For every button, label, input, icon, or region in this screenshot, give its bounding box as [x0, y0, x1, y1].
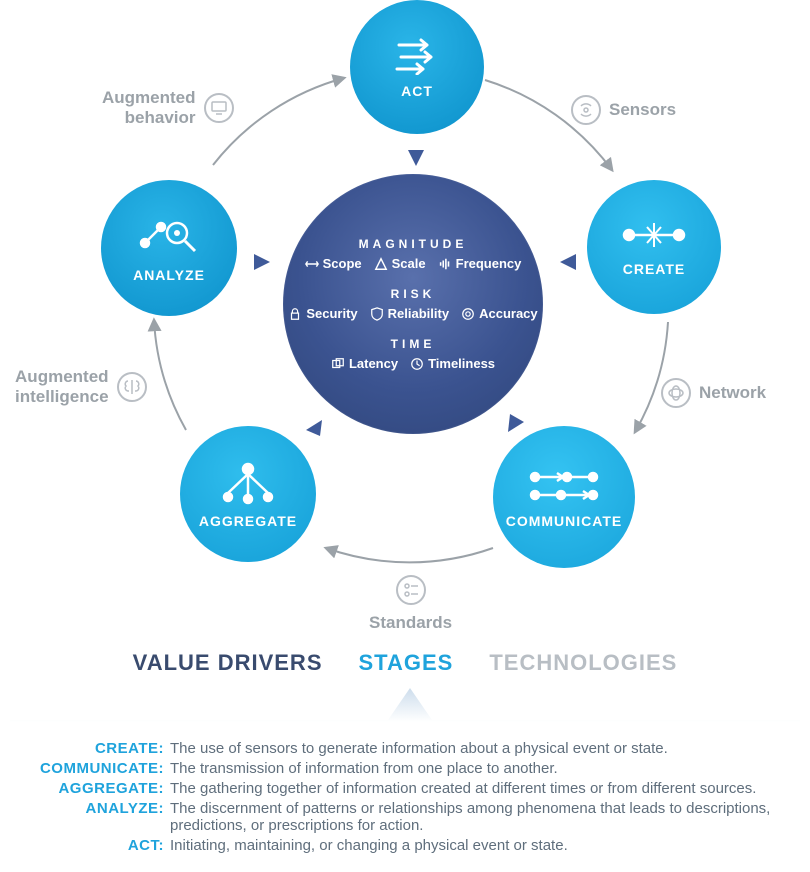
tech-standards: Standards — [369, 575, 452, 633]
center-circle: MAGNITUDE Scope Scale Frequency RISK Sec… — [283, 174, 543, 434]
center-item-reliability: Reliability — [370, 306, 449, 321]
tech-label-text: Standards — [369, 613, 452, 633]
tech-label-text: Augmented intelligence — [15, 367, 109, 406]
communicate-icon — [527, 465, 601, 505]
center-group-time: TIME Latency Timeliness — [331, 337, 495, 371]
tech-augmented-behavior: Augmented behavior — [102, 88, 234, 127]
tab-value-drivers[interactable]: VALUE DRIVERS — [133, 650, 323, 676]
node-label: CREATE — [623, 261, 686, 277]
def-term: ACT: — [10, 837, 170, 854]
definitions: CREATE:The use of sensors to generate in… — [10, 740, 800, 857]
tech-label-text: Sensors — [609, 100, 676, 120]
center-item-latency: Latency — [331, 356, 398, 371]
node-create: CREATE — [587, 180, 721, 314]
node-communicate: COMMUNICATE — [493, 426, 635, 568]
def-desc: The gathering together of information cr… — [170, 780, 800, 797]
tabs-section: VALUE DRIVERS STAGES TECHNOLOGIES — [0, 650, 810, 722]
center-item-security: Security — [288, 306, 357, 321]
node-aggregate: AGGREGATE — [180, 426, 316, 562]
tech-label-text: Network — [699, 383, 766, 403]
brain-icon — [117, 372, 147, 402]
node-label: COMMUNICATE — [506, 513, 623, 529]
node-act: ACT — [350, 0, 484, 134]
tab-stages[interactable]: STAGES — [359, 650, 454, 676]
node-label: ACT — [401, 83, 433, 99]
center-heading: TIME — [331, 337, 495, 351]
standards-icon — [396, 575, 426, 605]
tech-sensors: Sensors — [571, 95, 676, 125]
network-icon — [661, 378, 691, 408]
def-desc: The transmission of information from one… — [170, 760, 800, 777]
center-item-accuracy: Accuracy — [461, 306, 538, 321]
tab-technologies[interactable]: TECHNOLOGIES — [489, 650, 677, 676]
node-analyze: ANALYZE — [101, 180, 237, 316]
center-item-frequency: Frequency — [438, 256, 522, 271]
monitor-icon — [204, 93, 234, 123]
analyze-icon — [137, 213, 201, 259]
center-group-risk: RISK Security Reliability Accuracy — [288, 287, 537, 321]
center-item-scope: Scope — [305, 256, 362, 271]
act-icon — [389, 35, 445, 75]
def-term: COMMUNICATE: — [10, 760, 170, 777]
tech-label-text: Augmented behavior — [102, 88, 196, 127]
create-icon — [619, 217, 689, 253]
def-desc: The use of sensors to generate informati… — [170, 740, 800, 757]
center-item-timeliness: Timeliness — [410, 356, 495, 371]
node-label: ANALYZE — [133, 267, 205, 283]
center-heading: MAGNITUDE — [305, 237, 522, 251]
node-label: AGGREGATE — [199, 513, 297, 529]
tech-augmented-intelligence: Augmented intelligence — [15, 367, 147, 406]
tab-row: VALUE DRIVERS STAGES TECHNOLOGIES — [0, 650, 810, 676]
tech-network: Network — [661, 378, 766, 408]
def-desc: The discernment of patterns or relations… — [170, 800, 800, 834]
center-group-magnitude: MAGNITUDE Scope Scale Frequency — [305, 237, 522, 271]
center-item-scale: Scale — [374, 256, 426, 271]
def-term: AGGREGATE: — [10, 780, 170, 797]
center-heading: RISK — [288, 287, 537, 301]
def-desc: Initiating, maintaining, or changing a p… — [170, 837, 800, 854]
tab-pointer — [10, 682, 800, 722]
sensor-icon — [571, 95, 601, 125]
def-term: CREATE: — [10, 740, 170, 757]
value-loop-diagram: MAGNITUDE Scope Scale Frequency RISK Sec… — [0, 0, 810, 650]
aggregate-icon — [218, 459, 278, 505]
def-term: ANALYZE: — [10, 800, 170, 834]
